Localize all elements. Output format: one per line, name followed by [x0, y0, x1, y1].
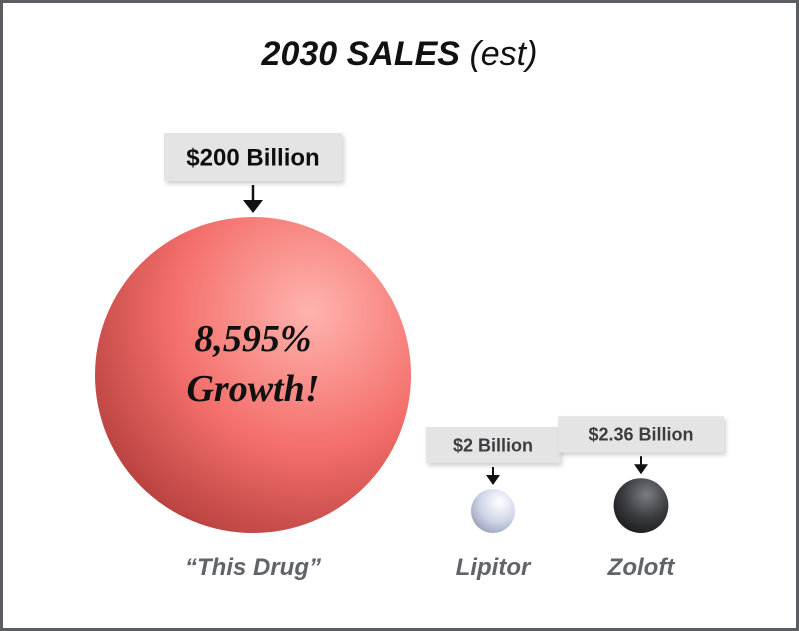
bubble-chart: $200 Billion “This Drug” 8,595% Growth! $2 B… — [95, 133, 724, 581]
value-label-text: $2 Billion — [453, 435, 533, 455]
bubble-zoloft — [613, 478, 669, 533]
arrow-head — [243, 200, 263, 213]
chart-title-sub: (est) — [469, 35, 538, 73]
value-label-box — [164, 133, 342, 181]
bubble-annotation-1: 8,595% — [194, 318, 311, 360]
chart-title-main: 2030 SALES — [261, 35, 460, 73]
bubble-this-drug — [95, 217, 411, 533]
arrow-head — [486, 475, 500, 485]
value-label-box — [558, 416, 724, 453]
value-label-box — [425, 427, 561, 463]
category-label-lipitor: Lipitor — [456, 554, 532, 581]
category-label-this-drug: “This Drug” — [185, 554, 321, 581]
arrow-head — [634, 464, 648, 475]
value-label-zoloft: $2.36 Billion — [558, 416, 724, 453]
value-label-this-drug: $200 Billion — [164, 133, 342, 181]
value-label-text: $200 Billion — [186, 145, 319, 172]
bubble-lipitor — [471, 489, 515, 533]
value-label-lipitor: $2 Billion — [425, 427, 561, 463]
category-label-zoloft: Zoloft — [607, 554, 676, 581]
chart-title: 2030 SALES (est) — [3, 35, 796, 74]
value-label-text: $2.36 Billion — [588, 425, 693, 445]
bubble-annotation-2: Growth! — [186, 368, 319, 410]
